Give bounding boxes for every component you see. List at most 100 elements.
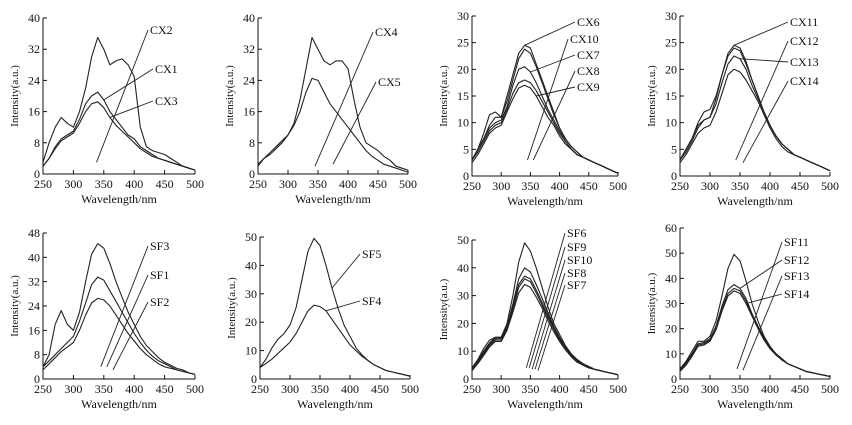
x-tick-label: 250 <box>249 177 267 191</box>
series-line-sf5 <box>259 237 411 377</box>
series-label-sf9: SF9 <box>567 240 586 254</box>
x-tick-label: 400 <box>341 382 359 396</box>
y-tick-label: 50 <box>665 246 677 260</box>
leader-line <box>532 70 576 161</box>
x-axis-label: Wavelength/nm <box>717 397 793 411</box>
y-tick-label: 20 <box>665 322 677 336</box>
leader-line <box>103 68 154 101</box>
leader-line <box>314 31 374 167</box>
leader-line <box>109 100 154 118</box>
series-label-cx1: CX1 <box>155 62 178 76</box>
x-axis-label: Wavelength/nm <box>507 194 583 208</box>
series-line-cx4 <box>257 36 409 171</box>
series-label-cx8: CX8 <box>577 64 600 78</box>
x-tick-label: 500 <box>821 382 839 396</box>
y-tick-label: 16 <box>243 105 255 119</box>
x-tick-label: 450 <box>156 177 174 191</box>
y-tick-label: 20 <box>457 62 469 76</box>
series-label-sf5: SF5 <box>362 247 381 261</box>
series-label-sf8: SF8 <box>567 266 586 280</box>
leader-line <box>536 86 576 97</box>
x-tick-label: 500 <box>399 177 417 191</box>
y-axis-label: Intensity(a.u.) <box>646 65 658 127</box>
series-line-cx2 <box>42 36 196 171</box>
y-tick-label: 40 <box>28 250 40 264</box>
series-label-sf7: SF7 <box>567 278 586 292</box>
y-tick-label: 40 <box>457 261 469 275</box>
x-tick-label: 450 <box>580 179 598 193</box>
series-label-sf14: SF14 <box>784 287 809 301</box>
x-tick-label: 350 <box>309 177 327 191</box>
series-label-sf2: SF2 <box>150 295 169 309</box>
y-axis-label: Intensity(a.u.) <box>438 65 450 127</box>
leader-line <box>106 274 149 368</box>
y-tick-label: 40 <box>665 271 677 285</box>
y-tick-label: 40 <box>243 11 255 25</box>
x-tick-label: 400 <box>761 179 779 193</box>
y-tick-label: 30 <box>665 9 677 23</box>
y-tick-label: 24 <box>28 299 40 313</box>
y-tick-label: 32 <box>243 42 255 56</box>
series-line-sf14 <box>679 290 831 378</box>
x-tick-label: 300 <box>281 382 299 396</box>
y-tick-label: 8 <box>34 136 40 150</box>
y-tick-label: 0 <box>463 169 469 183</box>
series-label-sf1: SF1 <box>150 268 169 282</box>
y-tick-label: 5 <box>463 142 469 156</box>
series-label-sf12: SF12 <box>784 253 809 267</box>
leader-line <box>739 58 789 63</box>
x-tick-label: 350 <box>311 382 329 396</box>
series-label-cx13: CX13 <box>790 55 819 69</box>
series-label-cx10: CX10 <box>570 32 599 46</box>
chart-panel-p2: 250 300 350 400 450 500 0 8 16 24 32 40 Wavelength/n… <box>224 11 417 206</box>
x-tick-label: 450 <box>371 382 389 396</box>
y-tick-label: 24 <box>243 73 255 87</box>
y-tick-label: 15 <box>665 89 677 103</box>
y-tick-label: 0 <box>671 169 677 183</box>
x-tick-label: 250 <box>251 382 269 396</box>
y-tick-label: 10 <box>665 347 677 361</box>
y-tick-label: 0 <box>671 372 677 386</box>
series-line-sf3 <box>42 243 196 375</box>
series-line-sf9 <box>471 267 619 376</box>
leader-line <box>745 293 783 304</box>
leader-line <box>325 300 361 312</box>
chart-panel-p6: 250 300 350 400 450 500 0 10 20 30 40 50 Wavelength/… <box>226 230 419 411</box>
x-tick-label: 250 <box>463 179 481 193</box>
y-tick-label: 8 <box>34 348 40 362</box>
x-axis-label: Wavelength/nm <box>507 397 583 411</box>
y-axis-label: Intensity(a.u.) <box>9 275 21 337</box>
x-axis-label: Wavelength/nm <box>81 397 157 411</box>
y-tick-label: 16 <box>28 323 40 337</box>
x-axis-label: Wavelength/nm <box>717 194 793 208</box>
chart-panel-p3: 250 300 350 400 450 500 0 5 10 15 20 25 30 Wavelength… <box>438 9 627 208</box>
x-tick-label: 300 <box>492 382 510 396</box>
x-tick-label: 350 <box>95 382 113 396</box>
series-label-cx12: CX12 <box>790 34 819 48</box>
x-tick-label: 350 <box>731 382 749 396</box>
series-label-cx4: CX4 <box>375 25 398 39</box>
x-tick-label: 250 <box>671 382 689 396</box>
y-tick-label: 30 <box>665 297 677 311</box>
y-tick-label: 0 <box>34 372 40 386</box>
leader-line <box>331 253 361 289</box>
y-tick-label: 10 <box>457 116 469 130</box>
x-tick-label: 300 <box>279 177 297 191</box>
x-tick-label: 250 <box>34 382 52 396</box>
series-label-sf11: SF11 <box>784 235 809 249</box>
leader-line <box>100 245 149 367</box>
x-tick-label: 500 <box>186 177 204 191</box>
x-tick-label: 450 <box>369 177 387 191</box>
leader-line <box>739 259 783 289</box>
y-tick-label: 0 <box>34 167 40 181</box>
series-label-sf10: SF10 <box>567 253 592 267</box>
leader-line <box>96 29 149 163</box>
chart-panel-p5: 250 300 350 400 450 500 0 8 16 24 32 40 48 Wavelength… <box>9 226 204 411</box>
series-label-cx3: CX3 <box>155 94 178 108</box>
leader-line <box>537 284 566 371</box>
x-tick-label: 500 <box>821 179 839 193</box>
y-tick-label: 30 <box>457 289 469 303</box>
x-tick-label: 300 <box>701 179 719 193</box>
series-label-sf6: SF6 <box>567 226 586 240</box>
leader-line <box>742 80 789 163</box>
